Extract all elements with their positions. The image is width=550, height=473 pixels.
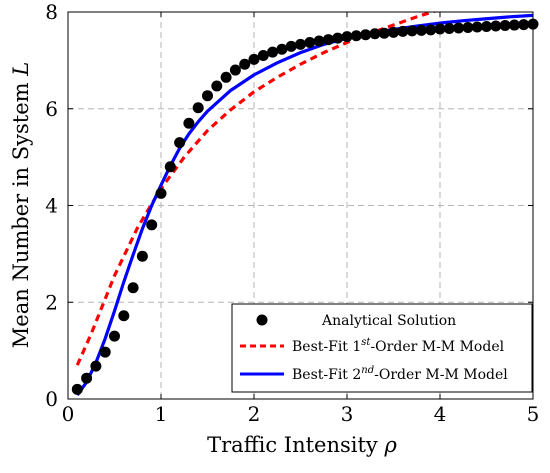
legend: Analytical Solution Best-Fit 1st-Order M… (231, 303, 533, 393)
analytical-point (341, 31, 353, 43)
analytical-point (248, 53, 260, 65)
analytical-point (434, 23, 446, 35)
analytical-point (322, 34, 334, 46)
x-tick-label: 2 (248, 402, 261, 426)
x-axis-title-text: Traffic Intensity (207, 433, 378, 457)
analytical-point (369, 28, 381, 40)
analytical-point (211, 80, 223, 92)
analytical-point (481, 21, 492, 33)
x-axis-title: Traffic Intensity ρ (207, 433, 397, 457)
analytical-point (136, 250, 148, 262)
analytical-point (415, 24, 427, 36)
y-axis-title: Mean Number in System L (9, 62, 33, 348)
analytical-point (267, 46, 279, 58)
y-tick-label: 2 (45, 290, 58, 314)
analytical-point (397, 25, 409, 37)
analytical-point (202, 90, 213, 102)
analytical-point (471, 21, 483, 33)
analytical-point (81, 372, 93, 384)
analytical-point (71, 383, 83, 395)
legend-label-first-order: Best-Fit 1st-Order M-M Model (292, 337, 505, 355)
legend-second-order-part1: Best-Fit 2 (292, 367, 361, 383)
analytical-point (388, 26, 399, 38)
legend-second-order-part2: -Order M-M Model (374, 367, 508, 383)
analytical-point (350, 30, 362, 42)
analytical-point (174, 137, 186, 149)
analytical-point (239, 58, 251, 70)
analytical-point (118, 310, 130, 322)
legend-first-order-part2: -Order M-M Model (370, 339, 504, 355)
y-axis-title-text: Mean Number in System (9, 82, 33, 348)
analytical-point (462, 21, 474, 33)
x-tick-label: 0 (62, 402, 75, 426)
analytical-point (406, 25, 418, 37)
analytical-point (518, 19, 530, 31)
legend-first-order-sup: st (361, 337, 371, 348)
plot-series (71, 12, 539, 397)
legend-first-order-part1: Best-Fit 1 (292, 339, 361, 355)
x-tick-label: 4 (434, 402, 447, 426)
x-tick-label: 5 (527, 402, 540, 426)
analytical-point (99, 346, 111, 358)
analytical-point (425, 24, 437, 36)
analytical-point (499, 20, 511, 32)
y-tick-label: 8 (45, 0, 58, 24)
y-tick-label: 6 (45, 97, 58, 121)
analytical-point (127, 282, 139, 294)
analytical-point (276, 43, 288, 55)
analytical-point (332, 32, 344, 44)
analytical-point (443, 22, 455, 34)
series-first-order-line (75, 12, 438, 366)
x-tick-label: 3 (341, 402, 354, 426)
analytical-point (183, 117, 195, 129)
x-axis-symbol: ρ (383, 433, 397, 457)
analytical-point (164, 161, 176, 173)
analytical-point (192, 102, 204, 114)
y-axis-symbol: L (9, 62, 33, 77)
analytical-point (109, 330, 120, 342)
analytical-point (155, 187, 167, 199)
analytical-point (304, 36, 316, 48)
analytical-point (229, 64, 241, 76)
analytical-point (220, 71, 232, 83)
x-tick-label: 1 (155, 402, 168, 426)
analytical-point (508, 19, 520, 31)
y-tick-label: 4 (45, 194, 58, 218)
legend-box (231, 303, 533, 393)
series-second-order-line (75, 13, 533, 397)
analytical-point (360, 29, 372, 41)
y-tick-label: 0 (45, 387, 58, 411)
analytical-point (378, 27, 390, 39)
series-analytical-points (71, 18, 539, 395)
legend-label-analytical: Analytical Solution (321, 313, 456, 329)
analytical-point (313, 35, 325, 47)
analytical-point (295, 38, 306, 50)
analytical-point (285, 40, 297, 52)
axis-ticks: 0 1 2 3 4 5 0 2 4 6 8 (45, 0, 539, 426)
analytical-point (490, 20, 502, 32)
legend-marker-analytical (256, 314, 268, 326)
analytical-point (90, 360, 102, 372)
analytical-point (453, 22, 465, 34)
analytical-point (146, 219, 158, 231)
legend-label-second-order: Best-Fit 2nd-Order M-M Model (292, 365, 508, 383)
legend-second-order-sup: nd (361, 365, 374, 376)
analytical-point (257, 50, 269, 62)
